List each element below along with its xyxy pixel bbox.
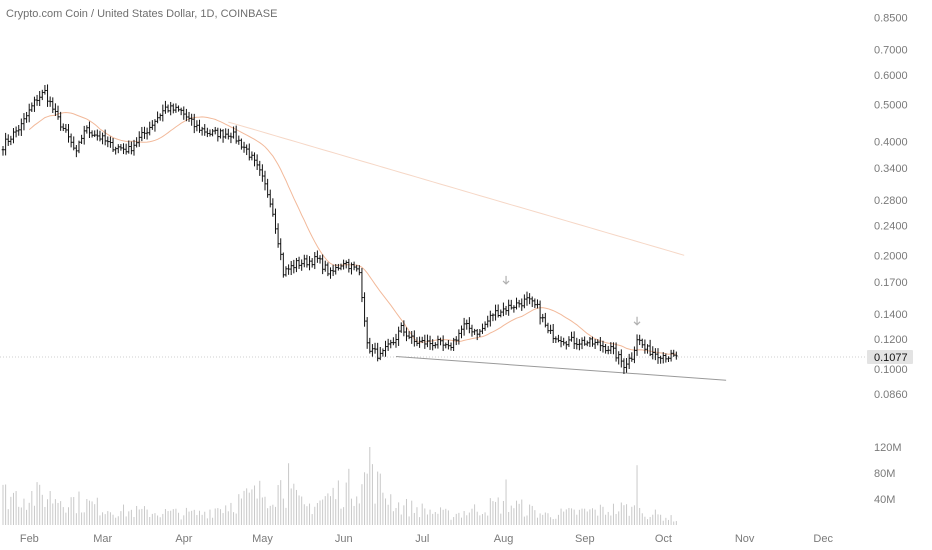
y-tick-label: 0.8500 [874, 13, 908, 25]
volume-tick-label: 40M [874, 494, 895, 506]
last-price-label: 0.1077 [874, 352, 908, 364]
x-tick-label: May [252, 533, 273, 545]
x-tick-label: Jun [335, 533, 353, 545]
x-tick-label: Aug [494, 533, 514, 545]
arrow-marker-icon [502, 275, 510, 285]
support-trendline [395, 356, 727, 381]
y-tick-label: 0.7000 [874, 44, 908, 56]
x-tick-label: Dec [813, 533, 833, 545]
last-price-tag [867, 349, 913, 364]
x-tick-label: Mar [93, 533, 112, 545]
y-tick-label: 0.1200 [874, 334, 908, 346]
y-tick-label: 0.2400 [874, 220, 908, 232]
y-tick-label: 0.6000 [874, 70, 908, 82]
volume-tick-label: 80M [874, 468, 895, 480]
y-tick-label: 0.1000 [874, 364, 908, 376]
y-tick-label: 0.1700 [874, 277, 908, 289]
y-tick-label: 0.4000 [874, 136, 908, 148]
volume-tick-label: 120M [874, 442, 902, 454]
y-tick-label: 0.2000 [874, 250, 908, 262]
x-tick-label: Oct [655, 533, 672, 545]
chart-title: Crypto.com Coin / United States Dollar, … [6, 8, 278, 20]
x-tick-label: Jul [415, 533, 429, 545]
x-tick-label: Sep [575, 533, 595, 545]
x-tick-label: Feb [20, 533, 39, 545]
y-tick-label: 0.5000 [874, 100, 908, 112]
arrow-marker-icon [633, 316, 641, 326]
y-tick-label: 0.3400 [874, 163, 908, 175]
y-tick-label: 0.0860 [874, 389, 908, 401]
x-tick-label: Apr [175, 533, 192, 545]
y-tick-label: 0.1400 [874, 309, 908, 321]
long-moving-average-line [228, 121, 685, 256]
y-tick-label: 0.2800 [874, 195, 908, 207]
x-tick-label: Nov [735, 533, 755, 545]
